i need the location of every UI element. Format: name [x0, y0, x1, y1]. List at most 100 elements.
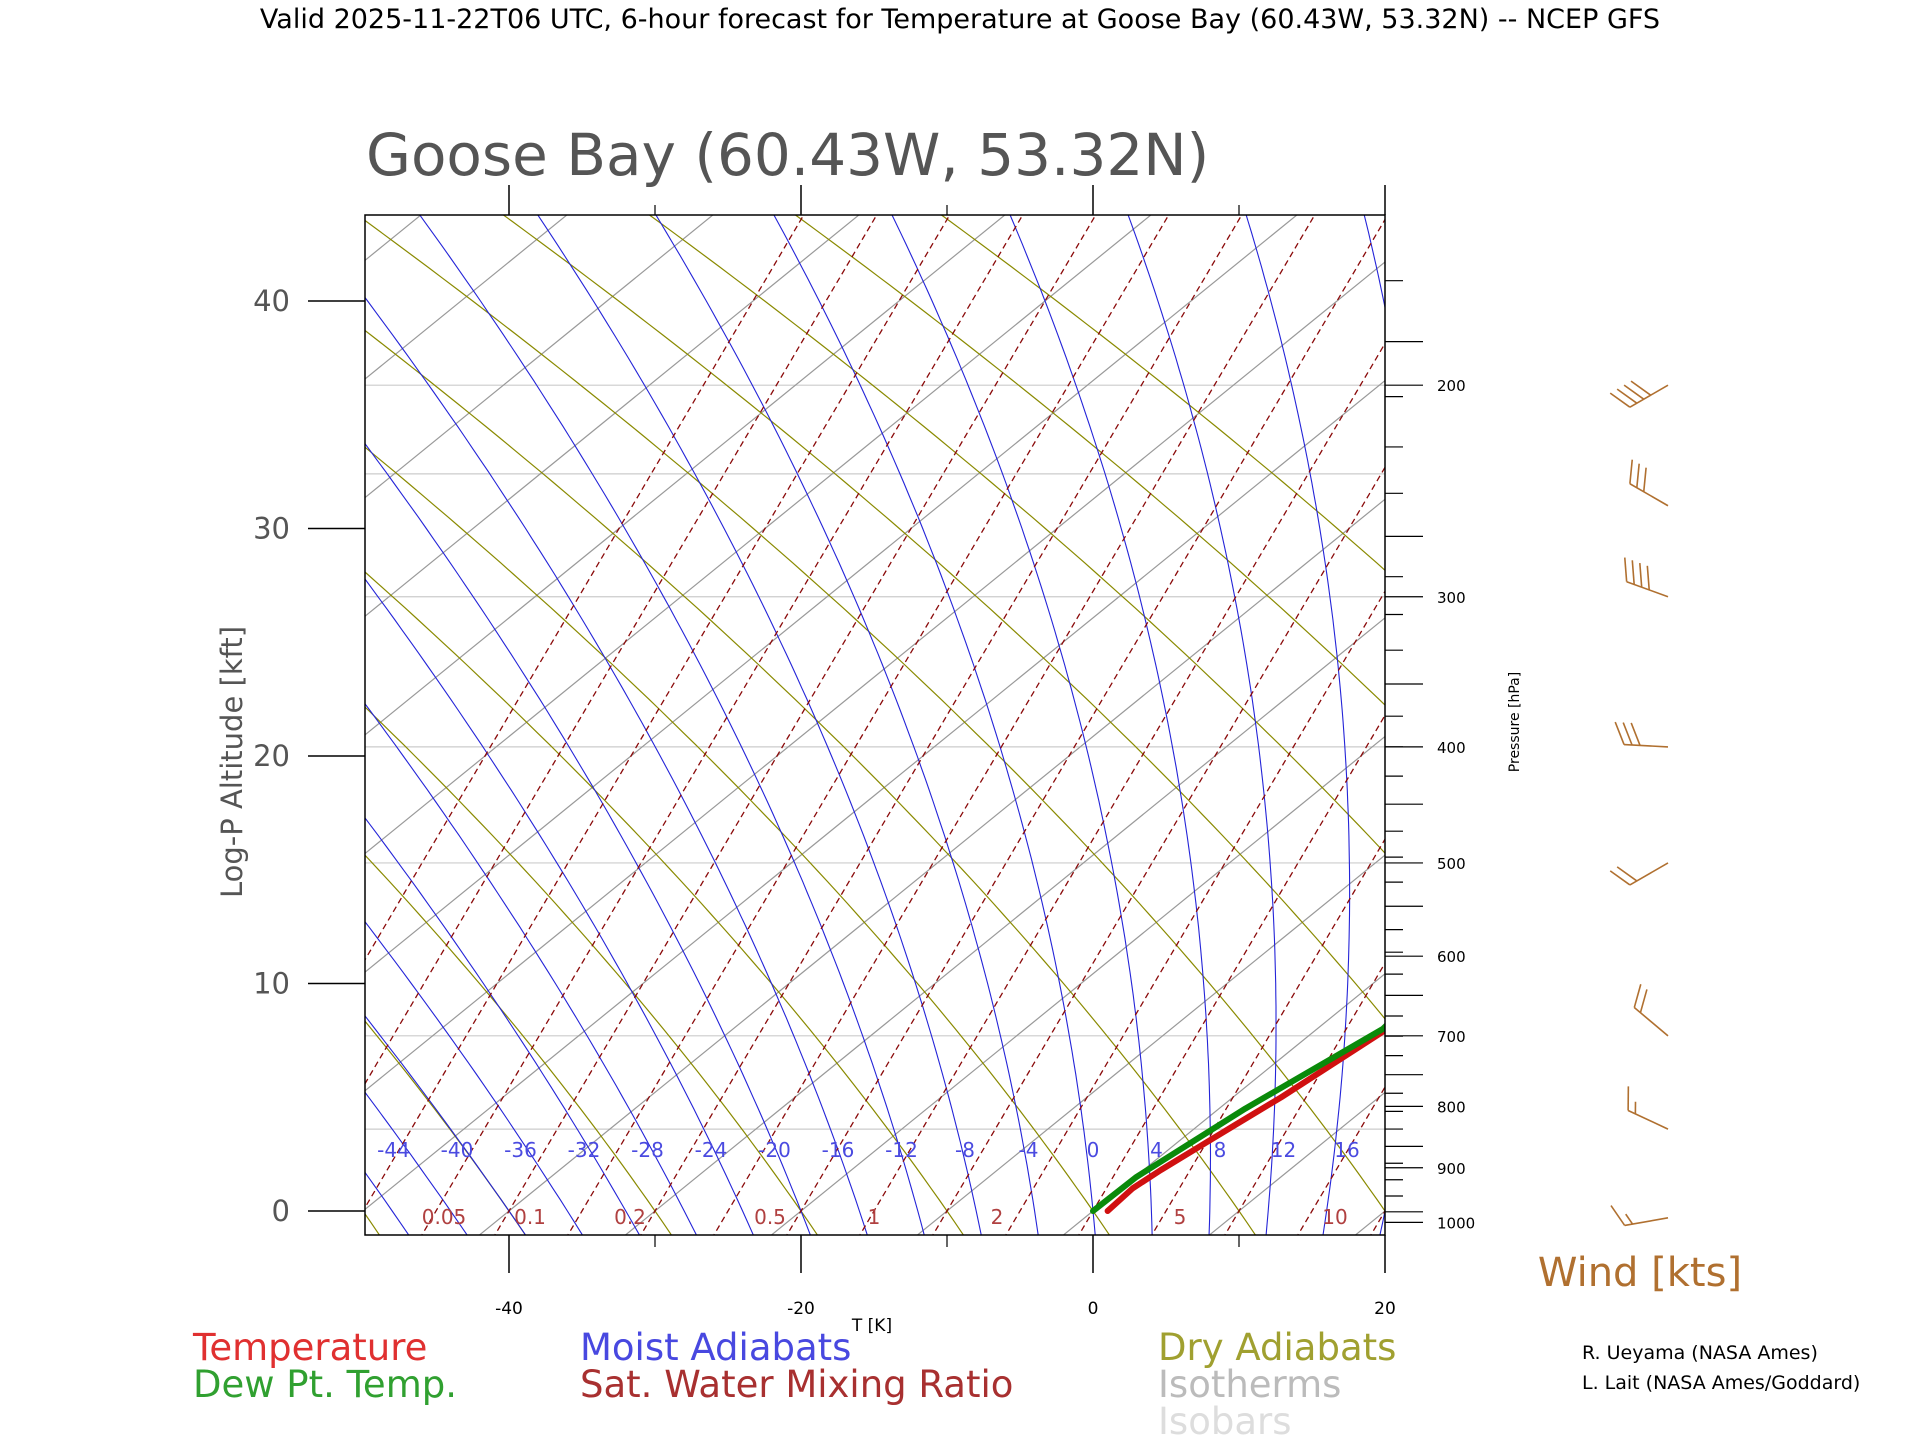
- isotherm-line: [365, 215, 568, 380]
- wind-barb-feather: [1623, 384, 1645, 400]
- moist-adiabat-line: [365, 578, 754, 1235]
- legend-moist-adiabats: Moist Adiabats: [580, 1326, 851, 1369]
- wind-barb: [1627, 1086, 1669, 1130]
- dry-adiabat-line: [365, 854, 673, 1235]
- wind-barb-shaft: [1629, 384, 1669, 408]
- isotherm-line: [916, 854, 1385, 1235]
- isotherm-line: [365, 215, 714, 499]
- dry-adiabat-line: [365, 571, 965, 1235]
- wind-barb: [1610, 1205, 1669, 1227]
- temperature-tick-label: 20: [1374, 1299, 1396, 1319]
- wind-barb-feather: [1642, 467, 1647, 492]
- pressure-tick-label: 1000: [1437, 1214, 1475, 1232]
- wind-barb-feather: [1610, 1205, 1626, 1226]
- moist-adiabat-line: [365, 1171, 410, 1235]
- legend-dewpoint: Dew Pt. Temp.: [193, 1363, 457, 1406]
- pressure-tick-label: 200: [1437, 377, 1466, 395]
- moist-adiabat-label: -32: [568, 1138, 601, 1162]
- moist-adiabat-line: [365, 702, 698, 1235]
- moist-adiabat-label: -16: [822, 1138, 855, 1162]
- wind-barb: [1633, 984, 1669, 1037]
- altitude-tick-label: 30: [253, 512, 290, 546]
- valid-title: Valid 2025-11-22T06 UTC, 6-hour forecast…: [260, 4, 1660, 35]
- wind-barb-shaft: [1627, 1109, 1669, 1130]
- moist-adiabat-line: [1363, 215, 1385, 1235]
- wind-barb-feather: [1616, 866, 1638, 882]
- mixing-ratio-label: 5: [1174, 1205, 1187, 1229]
- moist-adiabat-label: -40: [441, 1138, 474, 1162]
- altitude-tick-label: 10: [253, 967, 290, 1001]
- mixing-ratio-line: [932, 466, 1385, 1235]
- moist-adiabat-line: [773, 215, 1096, 1235]
- mixing-ratio-label: 10: [1322, 1205, 1347, 1229]
- mixing-ratio-line: [365, 215, 951, 1209]
- isotherm-line: [1475, 187, 1920, 1256]
- credit-line-2: L. Lait (NASA Ames/Goddard): [1582, 1372, 1860, 1394]
- isotherm-line: [770, 735, 1385, 1235]
- moist-adiabat-line: [365, 920, 584, 1235]
- wind-barb-feather: [1636, 463, 1640, 488]
- wind-barb-feather: [1630, 722, 1641, 746]
- altitude-tick-label: 0: [272, 1194, 290, 1228]
- pressure-tick-label: 400: [1437, 739, 1466, 757]
- dry-adiabat-line: [365, 706, 819, 1235]
- pressure-tick-label: 800: [1437, 1098, 1466, 1116]
- wind-barb-feather: [1631, 560, 1635, 585]
- pressure-axis-label: Pressure [hPa]: [1507, 672, 1523, 772]
- temperature-tick-label: -40: [495, 1299, 523, 1319]
- wind-barb-feather: [1630, 380, 1652, 396]
- wind-barb-feather: [1622, 722, 1633, 746]
- mixing-ratio-label: 1: [868, 1205, 881, 1229]
- mixing-ratio-line: [786, 218, 1385, 1235]
- wind-barb-feather: [1609, 392, 1631, 408]
- moist-adiabat-label: -24: [695, 1138, 728, 1162]
- wind-barb-feather: [1633, 984, 1642, 1008]
- altitude-tick-label: 20: [253, 739, 290, 773]
- mixing-ratio-line: [859, 342, 1385, 1235]
- mixing-ratio-line: [1431, 187, 1920, 1256]
- temperature-profile-line: [1104, 1026, 1385, 1214]
- mixing-ratio-label: 0.5: [754, 1205, 786, 1229]
- wind-barb: [1629, 459, 1669, 507]
- moist-adiabat-label: 4: [1150, 1138, 1163, 1162]
- moist-adiabat-label: -28: [631, 1138, 664, 1162]
- isotherm-line: [365, 215, 1152, 855]
- mixing-ratio-line: [1078, 713, 1385, 1235]
- altitude-tick-label: 40: [253, 284, 290, 318]
- moist-adiabat-line: [891, 215, 1153, 1235]
- isotherm-line: [0, 187, 309, 1256]
- moist-adiabat-line: [537, 215, 982, 1235]
- wind-barb: [1623, 557, 1669, 598]
- isotherm-line: [0, 187, 163, 1256]
- wind-barb-shaft: [1624, 743, 1669, 748]
- moist-adiabat-label: -48: [314, 1138, 347, 1162]
- dry-adiabat-line: [365, 329, 1257, 1235]
- wind-barb: [1614, 721, 1669, 748]
- wind-barb-half-feather: [1625, 1213, 1634, 1225]
- temperature-tick-label: -20: [787, 1299, 815, 1319]
- credit-line-1: R. Ueyama (NASA Ames): [1582, 1342, 1818, 1364]
- y-axis-label: Log-P Altitude [kft]: [215, 626, 249, 898]
- mixing-ratio-label: 0.2: [614, 1205, 646, 1229]
- temperature-tick-label: 0: [1088, 1299, 1099, 1319]
- moist-adiabat-label: -12: [885, 1138, 918, 1162]
- mixing-ratio-line: [494, 215, 1097, 1235]
- isotherm-line: [1208, 1091, 1385, 1235]
- mixing-ratio-label: 0.1: [514, 1205, 546, 1229]
- moist-adiabat-line: [655, 215, 1039, 1235]
- moist-adiabat-label: -4: [1019, 1138, 1039, 1162]
- dry-adiabat-line: [365, 219, 1385, 1213]
- mixing-ratio-line: [640, 215, 1243, 1235]
- x-axis-label: T [K]: [851, 1316, 892, 1336]
- dry-adiabat-line: [0, 187, 248, 1256]
- dry-adiabat-line: [794, 215, 1385, 706]
- wind-barb: [1609, 862, 1669, 886]
- dry-adiabat-line: [648, 215, 1385, 854]
- pressure-tick-label: 500: [1437, 855, 1466, 873]
- dry-adiabat-line: [502, 215, 1385, 1020]
- plot-frame: [364, 214, 1386, 1236]
- legend-isobars: Isobars: [1158, 1400, 1291, 1440]
- pressure-tick-label: 900: [1437, 1160, 1466, 1178]
- dry-adiabat-line: [365, 446, 1111, 1235]
